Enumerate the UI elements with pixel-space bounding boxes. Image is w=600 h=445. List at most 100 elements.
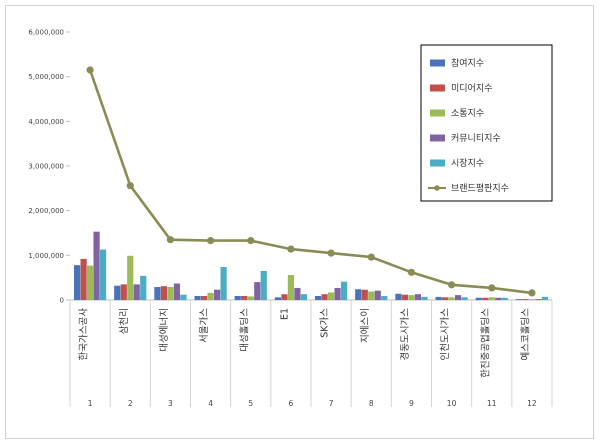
y-tick-label: 4,000,000 <box>28 118 64 126</box>
category-label: 한국가스공사 <box>79 308 90 361</box>
legend-label: 소통지수 <box>451 108 484 119</box>
bar <box>374 290 381 300</box>
y-tick-label: 5,000,000 <box>28 73 64 81</box>
bar <box>254 282 261 300</box>
line-point <box>528 289 536 297</box>
axes: 0 1,000,000 2,000,000 3,000,000 4,000,000 5,0… <box>28 29 553 407</box>
legend-marker <box>434 185 440 191</box>
category-label: 서울가스 <box>199 308 210 343</box>
line-point <box>327 249 335 257</box>
line-point <box>207 237 215 245</box>
category-index: 8 <box>369 399 374 408</box>
bar <box>300 294 308 300</box>
category-label: 경동도시가스 <box>399 308 411 361</box>
y-tick-label: 6,000,000 <box>28 29 64 37</box>
bar <box>281 294 288 300</box>
bar <box>448 297 455 300</box>
bar <box>220 266 227 300</box>
bar <box>475 297 482 300</box>
line-point <box>488 284 496 292</box>
line-series <box>86 66 536 297</box>
y-tick-label: 0 <box>60 297 64 305</box>
legend-label: 참여지수 <box>451 57 484 69</box>
bar <box>294 287 301 300</box>
category-label: 한진중공업홀딩스 <box>479 308 491 378</box>
bar <box>421 296 428 300</box>
bar <box>334 287 341 300</box>
bar <box>355 289 362 300</box>
bar <box>408 295 415 300</box>
bar <box>80 258 87 300</box>
category-index: 1 <box>88 399 93 408</box>
line-point <box>86 66 94 74</box>
category-index: 11 <box>487 399 497 408</box>
bar <box>274 297 282 300</box>
bar <box>127 255 134 300</box>
line-point <box>247 237 255 245</box>
bar <box>213 289 221 300</box>
line-point <box>407 268 415 276</box>
category-index: 4 <box>208 399 213 408</box>
y-tick-label: 3,000,000 <box>28 163 64 171</box>
legend-swatch <box>430 109 445 117</box>
legend-swatch <box>430 159 445 167</box>
bar <box>194 295 201 300</box>
bar <box>441 297 449 300</box>
bar <box>381 295 388 300</box>
legend-swatch <box>430 59 445 67</box>
legend-label: 커뮤니티지수 <box>451 133 501 144</box>
category-label: E1 <box>279 308 290 320</box>
bar <box>140 275 147 300</box>
bar <box>395 293 402 300</box>
category-index: 2 <box>128 399 133 408</box>
legend-label: 미디어지수 <box>451 83 492 94</box>
bar <box>522 299 529 300</box>
bar <box>167 287 174 300</box>
bar <box>495 297 502 300</box>
bar <box>260 270 267 300</box>
bar <box>541 296 549 300</box>
category-index: 9 <box>409 399 414 408</box>
category-label: 대성에너지 <box>159 308 170 352</box>
line-point <box>448 281 456 289</box>
bar <box>461 297 468 300</box>
bar <box>207 292 214 300</box>
bars <box>73 231 549 300</box>
bar <box>154 287 161 300</box>
bar <box>200 295 208 300</box>
bar <box>120 284 127 300</box>
bar <box>173 283 181 300</box>
line-point <box>367 253 375 261</box>
legend-label: 시장지수 <box>451 158 484 169</box>
bar <box>401 294 409 300</box>
bar <box>241 295 248 300</box>
bar <box>488 297 495 300</box>
category-index: 7 <box>329 399 334 408</box>
bar <box>327 292 335 300</box>
line-point <box>287 245 295 253</box>
category-label: 예스코홀딩스 <box>519 308 531 361</box>
bar <box>287 274 295 300</box>
bar <box>73 265 81 300</box>
bar <box>99 249 107 300</box>
bar <box>535 299 542 300</box>
bar <box>482 297 489 300</box>
bar <box>501 297 508 300</box>
line-point <box>126 182 134 190</box>
category-index: 3 <box>168 399 173 408</box>
category-index: 5 <box>248 399 253 408</box>
legend-box <box>420 44 553 202</box>
bar <box>435 296 442 300</box>
bar <box>133 284 140 300</box>
category-index: 12 <box>527 399 537 408</box>
legend-label: 브랜드평판지수 <box>451 183 509 194</box>
bar <box>234 295 241 300</box>
category-index: 6 <box>289 399 294 408</box>
bar <box>515 299 523 300</box>
bar <box>340 281 348 300</box>
bar <box>321 294 328 300</box>
category-label: 지에스이 <box>360 308 371 343</box>
bar <box>454 295 462 300</box>
